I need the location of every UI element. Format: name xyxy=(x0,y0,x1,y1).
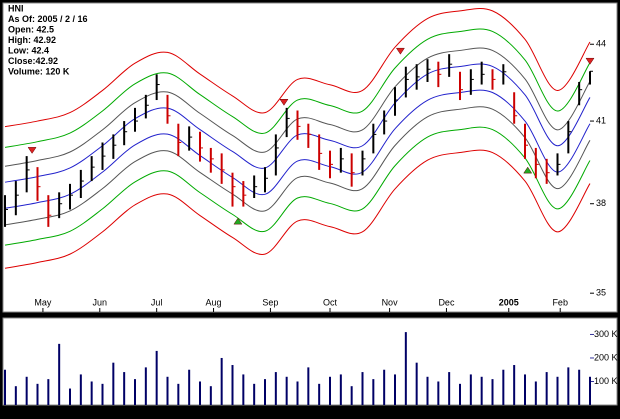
y-tick-label: 35 xyxy=(596,288,606,298)
volume-bar xyxy=(69,388,71,405)
signal-marker xyxy=(585,57,595,65)
signal-marker xyxy=(27,147,37,154)
volume-bar xyxy=(4,369,6,405)
y-tick-label: 41 xyxy=(596,115,606,125)
header-line: Close:42.92 xyxy=(8,56,58,66)
signal-marker xyxy=(395,47,405,55)
x-tick-label: Dec xyxy=(438,297,455,307)
volume-bar xyxy=(307,367,310,405)
volume-bar xyxy=(253,383,256,405)
volume-bar xyxy=(459,383,461,405)
x-tick-label: Oct xyxy=(323,297,338,307)
volume-bar xyxy=(491,379,494,405)
volume-bar xyxy=(144,367,147,405)
volume-bar xyxy=(524,374,526,405)
volume-bar xyxy=(209,386,212,405)
volume-bar xyxy=(404,332,407,405)
volume-bar xyxy=(383,369,386,405)
volume-bar xyxy=(394,374,396,405)
y-tick-label: 100 K xyxy=(594,376,618,386)
volume-bar xyxy=(296,381,299,405)
header-line: Open: 42.5 xyxy=(8,24,54,34)
volume-bar xyxy=(134,379,136,405)
volume-bar xyxy=(350,386,353,405)
signal-marker xyxy=(233,217,243,225)
x-tick-label: Aug xyxy=(206,297,222,307)
volume-bar xyxy=(567,367,570,405)
y-tick-label: 300 K xyxy=(594,329,618,339)
y-tick-label: 200 K xyxy=(594,352,618,362)
volume-bar xyxy=(329,376,331,405)
volume-bar xyxy=(264,379,266,405)
header-line: HNI xyxy=(8,3,24,13)
x-tick-label: Jul xyxy=(151,297,163,307)
volume-bar xyxy=(469,374,472,405)
band-line xyxy=(4,7,591,128)
volume-bar xyxy=(58,343,61,405)
volume-bar xyxy=(361,372,364,405)
volume-bar xyxy=(90,381,93,405)
band-line xyxy=(4,149,591,269)
volume-bar xyxy=(318,383,321,405)
header-line: As Of: 2005 / 2 / 16 xyxy=(8,14,88,24)
signal-marker xyxy=(279,99,289,106)
volume-bar xyxy=(339,374,342,405)
volume-bar xyxy=(589,376,591,405)
band-line xyxy=(4,126,591,246)
volume-bar xyxy=(426,376,429,405)
volume-bar xyxy=(437,381,440,405)
volume-bar xyxy=(112,362,115,405)
header-line: High: 42.92 xyxy=(8,35,56,45)
volume-bar xyxy=(372,379,375,405)
volume-bar xyxy=(242,374,245,405)
volume-bar xyxy=(220,357,223,405)
y-tick-label: 44 xyxy=(596,39,606,49)
volume-bar xyxy=(415,362,418,405)
band-line xyxy=(4,28,591,148)
volume-bar xyxy=(101,383,104,405)
band-line xyxy=(4,106,591,226)
volume-bar xyxy=(513,365,516,405)
volume-bar xyxy=(79,374,82,405)
volume-bar xyxy=(285,376,288,405)
x-tick-label: Feb xyxy=(552,297,568,307)
band-line xyxy=(4,89,591,209)
volume-bar xyxy=(47,379,50,405)
volume-bar xyxy=(502,369,505,405)
volume-bar xyxy=(123,372,126,405)
signal-marker xyxy=(523,166,533,174)
x-tick-label: Nov xyxy=(382,297,399,307)
x-tick-label: Jun xyxy=(93,297,108,307)
volume-bar xyxy=(231,365,234,405)
volume-bar xyxy=(36,383,39,405)
volume-bar xyxy=(480,376,483,405)
y-tick-label: 38 xyxy=(596,198,606,208)
volume-bar xyxy=(545,372,548,405)
volume-bar xyxy=(166,376,169,405)
volume-bar xyxy=(25,376,28,405)
header-line: Low: 42.4 xyxy=(8,45,49,55)
volume-bar xyxy=(155,350,158,405)
volume-bar xyxy=(448,372,451,405)
volume-bar xyxy=(177,383,180,405)
volume-bar xyxy=(199,381,201,405)
footer-text: Advance Stock Pattern Scanner -- http://… xyxy=(4,407,234,417)
volume-bar xyxy=(188,369,191,405)
header-line: Volume: 120 K xyxy=(8,66,70,76)
x-tick-label: May xyxy=(34,297,52,307)
volume-bar xyxy=(556,376,559,405)
volume-bar xyxy=(578,369,581,405)
x-tick-label: Sep xyxy=(262,297,278,307)
volume-bar xyxy=(534,381,537,405)
x-tick-label: 2005 xyxy=(499,297,519,307)
price-panel xyxy=(2,2,618,313)
volume-bar xyxy=(274,372,277,405)
volume-bar xyxy=(14,386,17,405)
